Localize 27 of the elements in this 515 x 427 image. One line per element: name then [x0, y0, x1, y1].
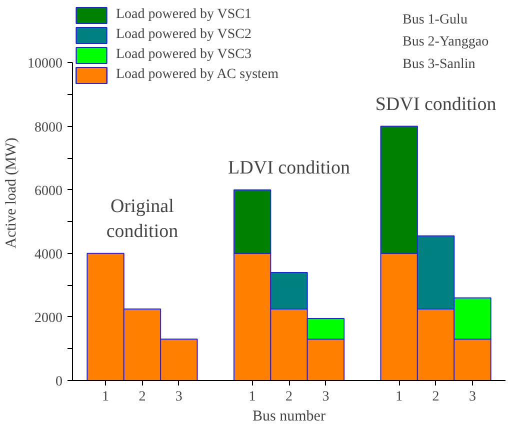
legend-label: Load powered by VSC3 [116, 46, 252, 64]
legend-label: Load powered by VSC2 [116, 26, 252, 44]
x-axis-title: Bus number [252, 408, 326, 424]
y-tick-label: 8000 [34, 120, 62, 136]
annotation: SDVI condition [375, 94, 497, 116]
y-tick-label: 4000 [34, 247, 62, 262]
x-tick-label: 2 [286, 390, 292, 404]
x-tick-label: 3 [468, 390, 476, 404]
x-tick-label: 2 [432, 390, 440, 404]
x-tick-label: 1 [102, 390, 110, 404]
y-axis-title: Active load (MW) [4, 138, 20, 248]
x-tick-label: 3 [175, 390, 182, 404]
x-tick-label: 2 [138, 390, 146, 404]
text: Bus 2-Yanggao [402, 34, 489, 50]
y-tick-label: 6000 [34, 184, 62, 199]
annotation: Bus 3-Sanlin [402, 56, 476, 72]
legend-label: Load powered by VSC1 [116, 6, 252, 24]
annotation: LDVI condition [228, 158, 350, 179]
text: Bus 1-Gulu [402, 12, 468, 28]
x-tick-label: 3 [322, 390, 330, 404]
x-tick-label: 1 [248, 390, 256, 404]
annotation: Original condition [106, 196, 179, 242]
y-tick-label: 2000 [34, 310, 62, 326]
y-tick-label: 10000 [28, 56, 62, 72]
legend-label: Load powered by AC system [116, 66, 279, 84]
x-tick-label: 1 [396, 390, 403, 404]
y-tick-label: 0 [56, 374, 62, 390]
